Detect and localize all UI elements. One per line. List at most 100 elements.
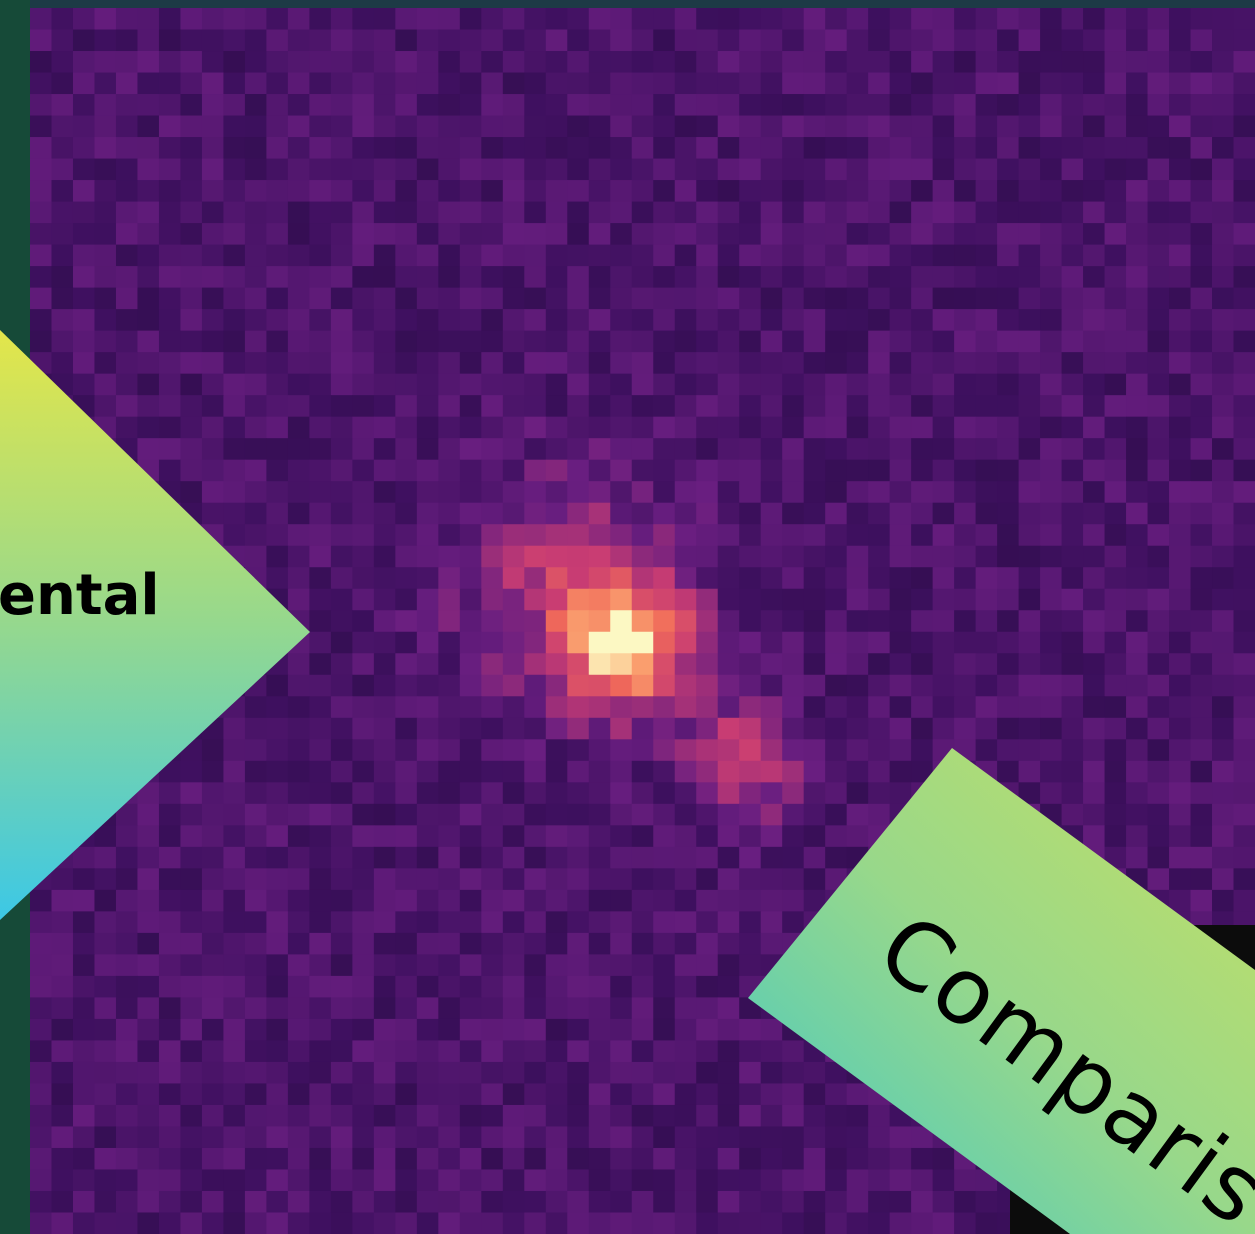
pixel <box>288 997 310 1019</box>
pixel <box>718 438 740 460</box>
pixel <box>352 933 374 955</box>
pixel <box>374 223 396 245</box>
pixel <box>610 1212 632 1234</box>
pixel <box>696 1062 718 1084</box>
pixel <box>675 460 697 482</box>
pixel <box>245 1062 267 1084</box>
pixel <box>804 1083 826 1105</box>
pixel <box>546 30 568 52</box>
pixel <box>73 331 95 353</box>
pixel <box>1083 116 1105 138</box>
pixel <box>374 116 396 138</box>
pixel <box>976 245 998 267</box>
pixel <box>395 30 417 52</box>
pixel <box>503 1105 525 1127</box>
pixel <box>718 8 740 30</box>
pixel <box>374 610 396 632</box>
pixel <box>223 524 245 546</box>
pixel <box>933 1191 955 1213</box>
pixel <box>589 976 611 998</box>
pixel <box>374 632 396 654</box>
pixel <box>1212 331 1234 353</box>
pixel <box>1212 8 1234 30</box>
pixel <box>116 8 138 30</box>
pixel <box>245 847 267 869</box>
pixel <box>1040 438 1062 460</box>
pixel <box>589 718 611 740</box>
pixel <box>352 374 374 396</box>
pixel <box>911 417 933 439</box>
pixel <box>567 503 589 525</box>
pixel <box>696 567 718 589</box>
pixel <box>331 589 353 611</box>
pixel <box>675 137 697 159</box>
pixel <box>1234 653 1255 675</box>
pixel <box>159 1191 181 1213</box>
pixel <box>1040 503 1062 525</box>
pixel <box>1105 460 1127 482</box>
pixel <box>675 1148 697 1170</box>
pixel <box>266 804 288 826</box>
pixel <box>653 460 675 482</box>
pixel <box>890 481 912 503</box>
pixel <box>180 1040 202 1062</box>
pixel <box>481 1083 503 1105</box>
pixel <box>1040 245 1062 267</box>
pixel <box>1019 309 1041 331</box>
pixel <box>825 546 847 568</box>
pixel <box>696 288 718 310</box>
pixel <box>1234 223 1255 245</box>
pixel <box>1040 266 1062 288</box>
pixel <box>997 481 1019 503</box>
pixel <box>890 653 912 675</box>
pixel <box>481 223 503 245</box>
pixel <box>309 331 331 353</box>
pixel <box>352 847 374 869</box>
pixel <box>524 696 546 718</box>
pixel <box>1148 481 1170 503</box>
pixel <box>804 1169 826 1191</box>
pixel <box>1169 567 1191 589</box>
pixel <box>352 696 374 718</box>
pixel <box>438 610 460 632</box>
pixel <box>1148 739 1170 761</box>
pixel <box>567 73 589 95</box>
pixel <box>567 696 589 718</box>
pixel <box>374 395 396 417</box>
pixel <box>503 266 525 288</box>
pixel <box>589 675 611 697</box>
pixel <box>1062 739 1084 761</box>
pixel <box>1169 73 1191 95</box>
pixel <box>868 761 890 783</box>
pixel <box>976 589 998 611</box>
pixel <box>868 8 890 30</box>
pixel <box>825 245 847 267</box>
pixel <box>374 933 396 955</box>
pixel <box>395 782 417 804</box>
pixel <box>1212 653 1234 675</box>
pixel <box>309 245 331 267</box>
pixel <box>1191 137 1213 159</box>
pixel <box>696 933 718 955</box>
pixel <box>1019 116 1041 138</box>
pixel <box>1019 524 1041 546</box>
pixel <box>567 847 589 869</box>
pixel <box>739 890 761 912</box>
pixel <box>116 868 138 890</box>
pixel <box>546 696 568 718</box>
pixel <box>1040 73 1062 95</box>
pixel <box>1126 331 1148 353</box>
pixel <box>1019 180 1041 202</box>
pixel <box>589 438 611 460</box>
pixel <box>288 223 310 245</box>
pixel <box>1234 202 1255 224</box>
pixel <box>718 911 740 933</box>
pixel <box>202 266 224 288</box>
pixel <box>567 137 589 159</box>
pixel <box>481 1148 503 1170</box>
pixel <box>438 847 460 869</box>
pixel <box>675 352 697 374</box>
pixel <box>761 1126 783 1148</box>
pixel <box>137 890 159 912</box>
pixel <box>1169 223 1191 245</box>
